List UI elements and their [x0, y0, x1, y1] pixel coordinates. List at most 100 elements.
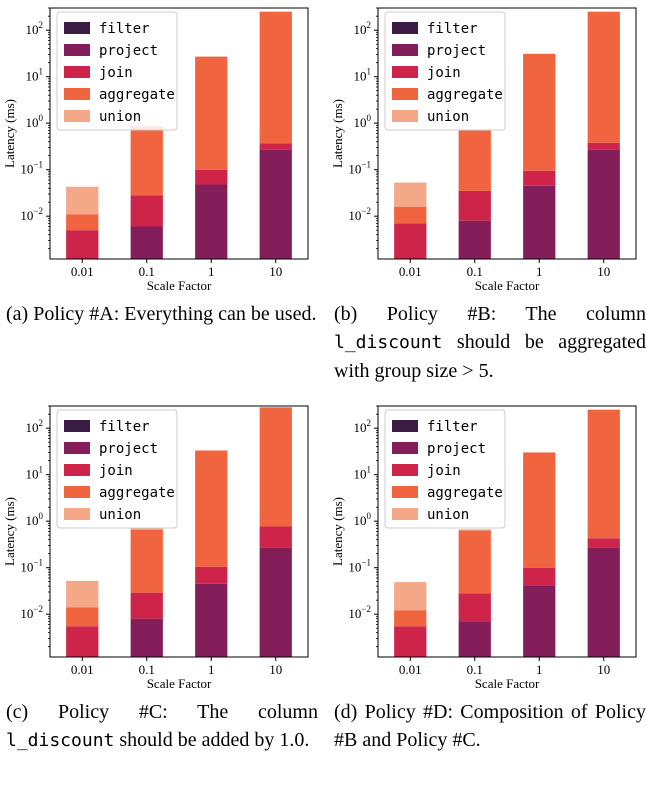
- bar-segment-aggregate-10: [587, 409, 620, 539]
- legend-label-project: project: [99, 43, 158, 59]
- x-tick-label: 10: [269, 264, 282, 279]
- bar-segment-project-1: [195, 583, 228, 657]
- plot-frame: [49, 405, 309, 658]
- legend-label-union: union: [99, 507, 141, 523]
- legend-swatch-join: [392, 66, 418, 78]
- bar-segment-join-0.01: [394, 223, 427, 259]
- y-tick-label: 101: [26, 465, 44, 482]
- bar-segment-join-1: [523, 567, 556, 586]
- y-tick-label: 102: [26, 20, 44, 37]
- bar-segment-join-0.1: [458, 190, 491, 221]
- y-tick-label: 100: [26, 113, 44, 130]
- x-tick-label: 0.01: [71, 264, 94, 279]
- y-tick-label: 10−2: [20, 206, 43, 223]
- bar-segment-project-0.1: [458, 621, 491, 657]
- bar-segment-project-0.1: [458, 220, 491, 259]
- bar-segment-aggregate-10: [259, 11, 292, 144]
- legend-label-filter: filter: [427, 419, 478, 435]
- y-tick-label: 102: [354, 418, 372, 435]
- bar-segment-project-10: [259, 149, 292, 259]
- legend-label-filter: filter: [99, 21, 150, 37]
- legend-box: [56, 409, 178, 529]
- bar-segment-project-0.1: [130, 618, 163, 657]
- bar-segment-project-1: [523, 585, 556, 657]
- y-tick-label: 101: [354, 465, 372, 482]
- legend-label-union: union: [427, 507, 469, 523]
- legend-swatch-join: [392, 464, 418, 476]
- y-axis-label: Latency (ms): [2, 99, 17, 168]
- caption-d: (d) Policy #D: Composition of Policy #B …: [334, 698, 646, 754]
- bar-segment-union-0.01: [394, 582, 427, 611]
- legend-swatch-aggregate: [392, 486, 418, 498]
- y-tick-label: 10−1: [20, 558, 43, 575]
- plot-frame: [49, 7, 309, 260]
- bar-segment-union-0.1: [458, 529, 491, 531]
- y-tick-label: 10−2: [348, 604, 371, 621]
- legend-swatch-union: [64, 508, 90, 520]
- legend-swatch-filter: [392, 22, 418, 34]
- bar-segment-join-1: [195, 566, 228, 584]
- y-tick-label: 101: [354, 67, 372, 84]
- y-tick-label: 10−1: [348, 160, 371, 177]
- legend-label-join: join: [427, 65, 461, 81]
- x-tick-label: 0.01: [71, 662, 94, 677]
- y-tick-label: 101: [26, 67, 44, 84]
- legend-label-project: project: [427, 43, 486, 59]
- x-axis-label: Scale Factor: [147, 676, 212, 691]
- plot-frame: [377, 405, 637, 658]
- x-axis-label: Scale Factor: [475, 676, 540, 691]
- legend-swatch-join: [64, 464, 90, 476]
- x-tick-label: 0.01: [399, 264, 422, 279]
- legend-label-aggregate: aggregate: [427, 87, 503, 103]
- x-tick-label: 0.1: [139, 264, 155, 279]
- x-tick-label: 10: [597, 264, 610, 279]
- chart-panel-d: 0.01 0.1 1 10 10−2 10−1 100 101 102 Scale Factor L…: [328, 398, 646, 788]
- x-tick-label: 0.1: [467, 662, 483, 677]
- bar-segment-join-10: [587, 142, 620, 150]
- legend-swatch-filter: [392, 420, 418, 432]
- bar-segment-aggregate-0.1: [130, 529, 163, 593]
- bar-segment-join-0.1: [458, 593, 491, 622]
- legend: filter project join aggregate union: [384, 11, 506, 131]
- chart-svg-a: 0.01 0.1 1 10 10−2 10−1 100 101 102 Scale Factor L…: [2, 7, 309, 293]
- bar-segment-aggregate-1: [195, 450, 228, 567]
- bar-segment-aggregate-0.01: [66, 607, 99, 627]
- legend-swatch-filter: [64, 420, 90, 432]
- caption-text: should be added by 1.0.: [114, 729, 310, 751]
- y-tick-label: 100: [354, 113, 372, 130]
- x-tick-label: 0.1: [467, 264, 483, 279]
- caption-code: l_discount: [6, 730, 115, 751]
- legend-swatch-union: [392, 508, 418, 520]
- bar-segment-aggregate-0.1: [130, 126, 163, 196]
- legend-label-join: join: [99, 463, 133, 479]
- bar-segment-union-0.1: [130, 528, 163, 530]
- bar-segment-project-0.1: [130, 226, 163, 259]
- legend-label-union: union: [427, 109, 469, 125]
- bar-segment-join-0.1: [130, 195, 163, 227]
- bar-segment-union-0.01: [66, 580, 99, 608]
- legend-swatch-project: [64, 44, 90, 56]
- bar-segment-union-0.01: [66, 186, 99, 215]
- bar-segment-join-0.01: [66, 626, 99, 657]
- bar-segment-aggregate-1: [523, 53, 556, 171]
- legend-label-union: union: [99, 109, 141, 125]
- bar-segment-project-10: [587, 149, 620, 259]
- x-tick-label: 1: [208, 264, 215, 279]
- legend: filter project join aggregate union: [56, 11, 178, 131]
- legend-swatch-join: [64, 66, 90, 78]
- legend-box: [56, 11, 178, 131]
- legend: filter project join aggregate union: [56, 409, 178, 529]
- bar-segment-aggregate-0.1: [458, 130, 491, 191]
- x-tick-label: 0.01: [399, 662, 422, 677]
- bar-segment-join-10: [259, 143, 292, 150]
- y-axis-label: Latency (ms): [2, 497, 17, 566]
- legend-swatch-project: [392, 44, 418, 56]
- caption-text: (c) Policy #C: The column: [6, 701, 318, 723]
- bar-segment-join-10: [259, 526, 292, 548]
- x-tick-label: 10: [597, 662, 610, 677]
- y-tick-label: 102: [26, 418, 44, 435]
- y-tick-label: 10−2: [20, 604, 43, 621]
- x-tick-label: 0.1: [139, 662, 155, 677]
- legend-label-join: join: [427, 463, 461, 479]
- bar-segment-join-10: [587, 538, 620, 548]
